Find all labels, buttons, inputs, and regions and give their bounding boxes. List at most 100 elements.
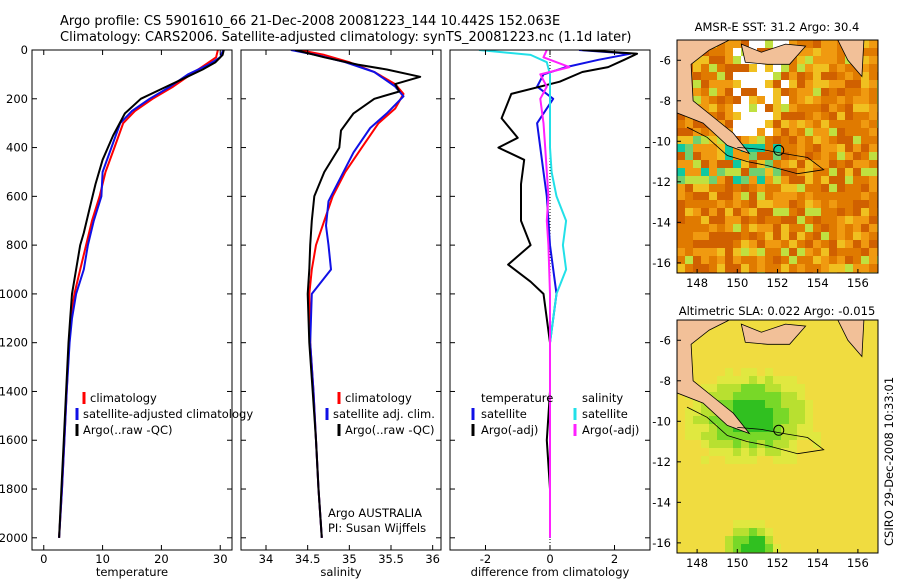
sst_map-cell xyxy=(805,72,813,80)
sla_map-cell xyxy=(853,360,861,368)
sla_map-cell xyxy=(845,376,853,384)
sla_map-cell xyxy=(701,544,709,552)
sla_map-cell xyxy=(789,320,797,328)
sst_map-cell xyxy=(749,88,757,96)
sla_map-cell xyxy=(805,376,813,384)
sst_map-cell xyxy=(805,88,813,96)
depth-tick-label: 2000 xyxy=(0,531,28,545)
sst_map-cell xyxy=(869,152,877,160)
sst_map-cell xyxy=(861,128,869,136)
sla_map-cell xyxy=(709,496,717,504)
sla_map-cell xyxy=(861,376,869,384)
sla_map-cell xyxy=(709,536,717,544)
sla_map-cell xyxy=(757,488,765,496)
sst_map-cell xyxy=(677,264,685,272)
sst_map-cell xyxy=(861,264,869,272)
sst_map-cell xyxy=(757,200,765,208)
sla_map-cell xyxy=(685,448,693,456)
sla_map-cell xyxy=(821,432,829,440)
sla_map-cell xyxy=(869,328,877,336)
sla_map-cell xyxy=(861,368,869,376)
sst_map-cell xyxy=(869,72,877,80)
sst_map-cell xyxy=(677,232,685,240)
sla_map-cell xyxy=(717,504,725,512)
sla_map-cell xyxy=(725,520,733,528)
sst_map-cell xyxy=(853,144,861,152)
sla_map-cell xyxy=(685,488,693,496)
sst_map-cell xyxy=(869,48,877,56)
sla_map-cell xyxy=(813,528,821,536)
sla_map-cell xyxy=(837,544,845,552)
sst_map-cell xyxy=(693,200,701,208)
sla_map-lat-label: -14 xyxy=(652,495,671,509)
sst_map-cell xyxy=(701,88,709,96)
sst_map-cell xyxy=(845,184,853,192)
sst_map-cell xyxy=(813,240,821,248)
sst_map-cell xyxy=(717,104,725,112)
sla_map-cell xyxy=(693,376,701,384)
sst_map-cell xyxy=(869,40,877,48)
sla_map-cell xyxy=(781,440,789,448)
difference-xtick-label: -2 xyxy=(480,552,491,566)
sla_map-cell xyxy=(789,528,797,536)
sst_map-cell xyxy=(813,72,821,80)
sst_map-cell xyxy=(789,264,797,272)
sst_map-cell xyxy=(781,96,789,104)
sst_map-cell xyxy=(805,256,813,264)
salinity-xtick-label: 35 xyxy=(342,552,357,566)
sst_map-cell xyxy=(733,192,741,200)
sst_map-cell xyxy=(725,248,733,256)
sla_map-cell xyxy=(797,344,805,352)
sla_map-cell xyxy=(837,344,845,352)
sst_map-cell xyxy=(693,216,701,224)
sla_map-cell xyxy=(709,336,717,344)
sla_map-cell xyxy=(693,480,701,488)
sla_map-cell xyxy=(821,336,829,344)
sla_map-cell xyxy=(749,408,757,416)
sst_map-cell xyxy=(685,224,693,232)
sla_map-cell xyxy=(757,448,765,456)
sst_map-cell xyxy=(805,104,813,112)
sla_map-cell xyxy=(789,512,797,520)
sla_map-cell xyxy=(845,440,853,448)
sst_map-cell xyxy=(821,96,829,104)
depth-tick-label: 1000 xyxy=(0,287,28,301)
sst_map-cell xyxy=(845,240,853,248)
sla_map-cell xyxy=(821,352,829,360)
sst_map-cell xyxy=(845,64,853,72)
sla_map-lon-label: 148 xyxy=(686,556,708,570)
sst_map-cell xyxy=(829,200,837,208)
sst_map-cell xyxy=(797,200,805,208)
sla_map-cell xyxy=(869,344,877,352)
sla_map-cell xyxy=(709,416,717,424)
sst_map-cell xyxy=(845,128,853,136)
sst_map-cell xyxy=(757,216,765,224)
sst_map-lat-label: -8 xyxy=(660,94,671,108)
sla_map-cell xyxy=(869,376,877,384)
sla_map-cell xyxy=(685,472,693,480)
sst_map-cell xyxy=(717,88,725,96)
sst_map-cell xyxy=(869,104,877,112)
sst_map-cell xyxy=(677,160,685,168)
sst_map-cell xyxy=(701,56,709,64)
sla_map-cell xyxy=(869,528,877,536)
sla_map-cell xyxy=(861,416,869,424)
sla_map-cell xyxy=(861,392,869,400)
sst_map-cell xyxy=(733,160,741,168)
sla_map-cell xyxy=(821,472,829,480)
sla_map-cell xyxy=(829,544,837,552)
sla_map-cell xyxy=(789,432,797,440)
sst_map-cell xyxy=(781,192,789,200)
sla_map-cell xyxy=(789,464,797,472)
difference-series-temperature-argo xyxy=(497,50,639,538)
sst_map-cell xyxy=(789,80,797,88)
sla_map-cell xyxy=(869,432,877,440)
sst_map-cell xyxy=(717,256,725,264)
sst_map-cell xyxy=(725,264,733,272)
sla_map-cell xyxy=(685,424,693,432)
sla_map-cell xyxy=(765,344,773,352)
sla_map-cell xyxy=(685,536,693,544)
sst_map-cell xyxy=(741,136,749,144)
sla_map-cell xyxy=(781,488,789,496)
sla_map-cell xyxy=(805,464,813,472)
